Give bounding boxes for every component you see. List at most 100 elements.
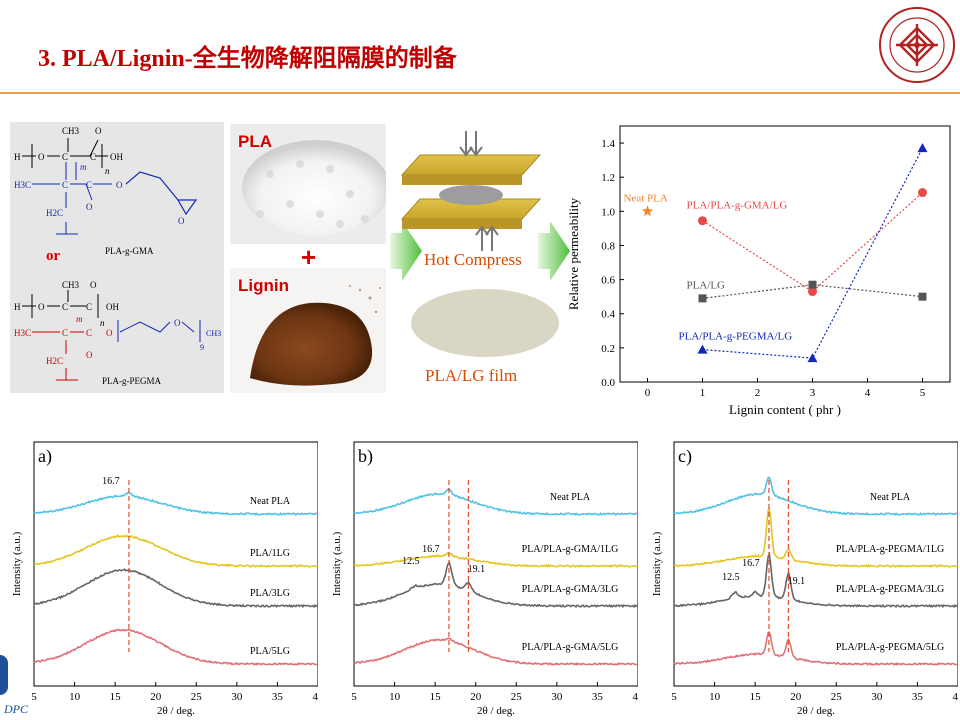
gma-o-carbonyl: O bbox=[86, 202, 93, 212]
pegma-o-label: O bbox=[38, 302, 45, 312]
gma-h3c-label: H3C bbox=[14, 180, 31, 190]
footer-mark: DPC bbox=[4, 702, 28, 716]
x-tick-label: 35 bbox=[592, 691, 604, 703]
hot-compress-illustration: Hot Compress PLA/LG film bbox=[390, 131, 570, 385]
series-label: PLA/PLA-g-PEGMA/LG bbox=[679, 331, 793, 343]
data-point bbox=[918, 292, 927, 301]
curve-label: PLA/3LG bbox=[250, 588, 290, 599]
plus-sign: + bbox=[301, 242, 317, 272]
gma-o-label: O bbox=[38, 152, 45, 162]
series-line bbox=[702, 147, 924, 359]
data-point bbox=[698, 216, 707, 226]
x-tick-label: 5 bbox=[671, 691, 677, 703]
series-label: PLA/PLA-g-GMA/LG bbox=[687, 200, 788, 212]
x-tick-label: 10 bbox=[389, 691, 401, 703]
hot-compress-label: Hot Compress bbox=[424, 250, 522, 269]
x-tick-label: 5 bbox=[920, 387, 926, 399]
y-tick-label: 0.6 bbox=[601, 275, 615, 287]
xrd-curve bbox=[33, 568, 318, 609]
x-tick-label: 40 bbox=[633, 691, 639, 703]
data-point bbox=[917, 143, 928, 153]
y-tick-label: 0.8 bbox=[601, 240, 615, 252]
peak-label: 16.7 bbox=[422, 544, 440, 555]
svg-text:C: C bbox=[62, 152, 68, 162]
plot-frame bbox=[619, 125, 951, 383]
x-tick-label: 3 bbox=[810, 387, 816, 399]
xrd-curve bbox=[673, 551, 958, 609]
x-tick-label: 25 bbox=[511, 691, 523, 703]
curve-label: PLA/5LG bbox=[250, 646, 290, 657]
svg-text:C: C bbox=[86, 180, 92, 190]
xrd-panel-b: 5 10 15 20 25 30 35 40 2θ / deg. Intensity (a.u.)… bbox=[331, 441, 639, 717]
y-tick-label: 0.0 bbox=[601, 377, 615, 389]
page-title: 3. PLA/Lignin-全生物降解阻隔膜的制备 bbox=[38, 46, 457, 72]
data-point bbox=[808, 287, 817, 297]
y-axis-label: Intensity (a.u.) bbox=[331, 531, 343, 596]
gma-o-top-label: O bbox=[95, 126, 102, 136]
xrd-panel-c: 5 10 15 20 25 30 35 40 2θ / deg. Intensity (a.u.)… bbox=[651, 441, 958, 717]
x-tick-label: 35 bbox=[272, 691, 284, 703]
series-line bbox=[702, 284, 923, 299]
gma-h-label: H bbox=[14, 152, 21, 162]
xrd-curve bbox=[673, 507, 958, 568]
film-label: PLA/LG film bbox=[425, 366, 517, 385]
panel-letter: a) bbox=[38, 446, 52, 467]
pegma-peg-o: O bbox=[174, 318, 181, 328]
or-label: or bbox=[46, 248, 61, 264]
peak-label: 19.1 bbox=[468, 564, 486, 575]
x-tick-label: 30 bbox=[871, 691, 883, 703]
x-tick-label: 25 bbox=[831, 691, 843, 703]
x-tick-label: 0 bbox=[645, 387, 651, 399]
xrd-curve bbox=[353, 488, 638, 516]
peak-label: 16.7 bbox=[742, 558, 760, 569]
y-axis-label: Intensity (a.u.) bbox=[651, 531, 663, 596]
y-tick-label: 0.2 bbox=[601, 343, 615, 355]
x-tick-label: 5 bbox=[351, 691, 357, 703]
x-tick-label: 15 bbox=[430, 691, 442, 703]
pla-pellets-image bbox=[230, 124, 386, 244]
series-label: PLA/LG bbox=[687, 279, 726, 291]
xrd-curve bbox=[353, 637, 638, 667]
curve-label: PLA/PLA-g-GMA/3LG bbox=[522, 584, 619, 595]
x-tick-label: 4 bbox=[865, 387, 871, 399]
pegma-o-ester: O bbox=[106, 328, 113, 338]
gma-n-label: n bbox=[105, 166, 110, 176]
curve-label: PLA/PLA-g-PEGMA/1LG bbox=[836, 544, 944, 555]
arrow-right-icon bbox=[538, 221, 570, 281]
data-point bbox=[918, 188, 927, 198]
y-axis-label: Intensity (a.u.) bbox=[11, 531, 23, 596]
xrd-curve bbox=[673, 631, 958, 667]
pegma-ch3-label: CH3 bbox=[62, 280, 80, 290]
curve-label: Neat PLA bbox=[550, 492, 591, 503]
peak-label: 19.1 bbox=[788, 576, 806, 587]
y-tick-label: 1.2 bbox=[601, 172, 615, 184]
xrd-curve bbox=[673, 476, 958, 516]
pegma-nine-label: 9 bbox=[200, 343, 204, 352]
x-tick-label: 10 bbox=[709, 691, 721, 703]
lignin-powder-image bbox=[230, 268, 386, 393]
x-axis-label: 2θ / deg. bbox=[797, 705, 835, 717]
x-tick-label: 15 bbox=[110, 691, 122, 703]
pegma-oh-label: OH bbox=[106, 302, 119, 312]
gma-ch3-label: CH3 bbox=[62, 126, 80, 136]
peak-label: 12.5 bbox=[722, 572, 740, 583]
pegma-end-ch3: CH3 bbox=[206, 329, 221, 338]
x-tick-label: 25 bbox=[191, 691, 203, 703]
permeability-series bbox=[641, 143, 928, 363]
pla-pellets-photo: PLA bbox=[230, 124, 386, 244]
x-tick-label: 30 bbox=[551, 691, 563, 703]
pegma-o-carbonyl: O bbox=[86, 350, 93, 360]
x-tick-label: 20 bbox=[470, 691, 482, 703]
curve-label: PLA/1LG bbox=[250, 548, 290, 559]
svg-text:C: C bbox=[62, 302, 68, 312]
university-logo bbox=[879, 7, 955, 83]
pegma-h3c-label: H3C bbox=[14, 328, 31, 338]
xrd-curve bbox=[33, 628, 318, 666]
gma-h2c-label: H2C bbox=[46, 208, 63, 218]
y-tick-label: 0.4 bbox=[601, 309, 615, 321]
y-axis-label: Relative permeability bbox=[566, 197, 581, 310]
xrd-panel-a: 5 10 15 20 25 30 35 40 2θ / deg. Intensity (a.u.)… bbox=[11, 441, 318, 717]
